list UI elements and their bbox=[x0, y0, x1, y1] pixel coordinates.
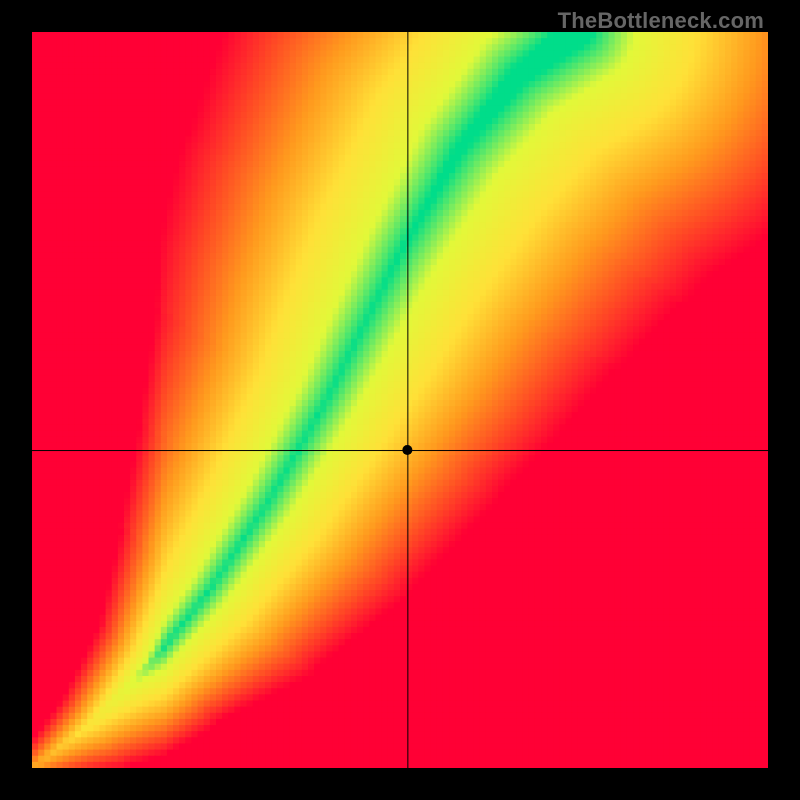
heatmap-canvas bbox=[32, 32, 768, 768]
heatmap-plot bbox=[32, 32, 768, 768]
watermark-text: TheBottleneck.com bbox=[558, 8, 764, 34]
